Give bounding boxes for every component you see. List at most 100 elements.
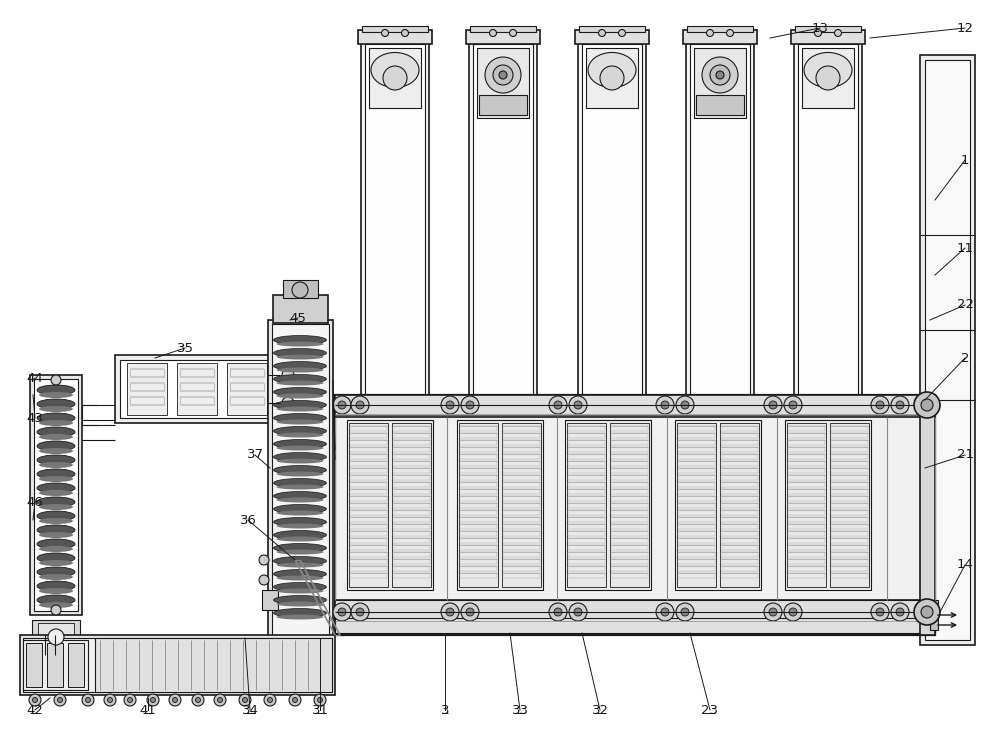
Text: 21: 21 (956, 449, 974, 461)
Bar (721, 447, 758, 452)
Circle shape (598, 29, 606, 37)
Bar (568, 517, 605, 522)
Circle shape (896, 401, 904, 409)
Text: 33: 33 (512, 703, 528, 717)
Bar (611, 496, 648, 501)
Bar (721, 573, 758, 578)
Circle shape (569, 603, 587, 621)
Bar (466, 30, 540, 44)
Bar (831, 538, 868, 543)
Circle shape (58, 698, 62, 703)
Bar (568, 426, 605, 431)
Bar (479, 95, 527, 115)
Circle shape (441, 603, 459, 621)
Bar (503, 461, 540, 466)
Circle shape (461, 603, 479, 621)
Bar (678, 559, 715, 564)
Bar (393, 545, 430, 550)
Circle shape (128, 698, 132, 703)
Ellipse shape (274, 531, 326, 539)
Bar (350, 517, 387, 522)
Circle shape (383, 66, 407, 90)
Bar (678, 573, 715, 578)
Bar (788, 440, 825, 445)
Bar (831, 545, 868, 550)
Bar (831, 566, 868, 571)
Bar (460, 538, 497, 543)
Bar (335, 395, 935, 635)
Text: 41: 41 (140, 703, 156, 717)
Bar (611, 517, 648, 522)
Bar (721, 461, 758, 466)
Bar (272, 324, 329, 636)
Bar (678, 461, 715, 466)
Bar (788, 559, 825, 564)
Ellipse shape (276, 394, 324, 398)
Circle shape (239, 694, 251, 706)
Circle shape (702, 57, 738, 93)
Bar (503, 503, 540, 508)
Bar (350, 489, 387, 494)
Bar (831, 454, 868, 459)
Ellipse shape (37, 595, 75, 605)
Bar (393, 531, 430, 536)
Bar (831, 496, 868, 501)
Bar (578, 40, 646, 400)
Bar (393, 440, 430, 445)
Text: 37: 37 (246, 449, 264, 461)
Bar (392, 423, 431, 587)
Bar (393, 489, 430, 494)
Bar (503, 524, 540, 529)
Text: 11: 11 (956, 242, 974, 255)
Bar (503, 447, 540, 452)
Bar (32, 620, 80, 655)
Bar (460, 489, 497, 494)
Ellipse shape (37, 455, 75, 465)
Bar (721, 503, 758, 508)
Bar (393, 454, 430, 459)
Bar (721, 454, 758, 459)
Bar (350, 440, 387, 445)
Bar (568, 559, 605, 564)
Bar (470, 26, 536, 32)
Bar (393, 510, 430, 515)
Bar (831, 524, 868, 529)
Circle shape (769, 401, 777, 409)
Bar (721, 559, 758, 564)
Ellipse shape (37, 399, 75, 409)
Bar (721, 482, 758, 487)
Ellipse shape (274, 569, 326, 578)
Circle shape (764, 396, 782, 414)
Bar (460, 517, 497, 522)
Bar (831, 510, 868, 515)
Circle shape (554, 401, 562, 409)
Circle shape (86, 698, 90, 703)
Bar (503, 517, 540, 522)
Bar (785, 420, 871, 590)
Circle shape (661, 401, 669, 409)
Ellipse shape (274, 400, 326, 409)
Text: 2: 2 (961, 351, 969, 365)
Bar (47, 643, 63, 687)
Circle shape (318, 698, 322, 703)
Ellipse shape (37, 385, 75, 395)
Circle shape (493, 65, 513, 85)
Bar (611, 440, 648, 445)
Bar (350, 461, 387, 466)
Bar (268, 320, 333, 640)
Bar (460, 531, 497, 536)
Bar (350, 573, 387, 578)
Bar (611, 510, 648, 515)
Bar (788, 517, 825, 522)
Ellipse shape (39, 546, 73, 552)
Bar (920, 395, 935, 635)
Bar (503, 538, 540, 543)
Bar (460, 440, 497, 445)
Bar (20, 635, 335, 695)
Bar (831, 559, 868, 564)
Ellipse shape (274, 466, 326, 474)
Bar (568, 433, 605, 438)
Bar (611, 531, 648, 536)
Bar (831, 482, 868, 487)
Circle shape (29, 694, 41, 706)
